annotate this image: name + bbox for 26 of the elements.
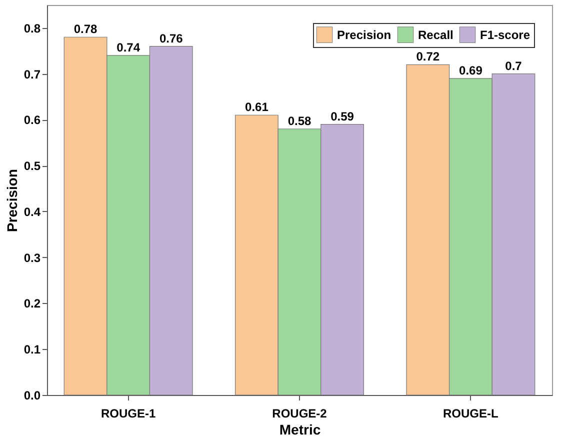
x-tick-label: ROUGE-1 xyxy=(100,406,156,420)
y-tick-label: 0.3 xyxy=(24,250,41,265)
x-tick-label: ROUGE-L xyxy=(443,406,498,420)
y-tick-label: 0.0 xyxy=(24,388,41,402)
data-label: 0.69 xyxy=(459,63,483,78)
y-tick-label: 0.1 xyxy=(24,342,41,357)
x-axis-title: Metric xyxy=(279,422,321,438)
legend-label: F1-score xyxy=(480,28,530,42)
y-tick-label: 0.6 xyxy=(24,113,41,128)
data-label: 0.59 xyxy=(330,109,354,124)
data-label: 0.7 xyxy=(505,58,522,73)
data-label: 0.58 xyxy=(288,114,312,128)
data-label: 0.72 xyxy=(416,50,440,64)
data-label: 0.78 xyxy=(74,22,98,36)
y-tick-label: 0.2 xyxy=(24,296,41,311)
y-tick-label: 0.7 xyxy=(24,67,41,82)
legend-label: Recall xyxy=(418,28,454,42)
y-tick-label: 0.8 xyxy=(24,21,41,36)
y-axis-title: Precision xyxy=(4,168,20,232)
y-tick-label: 0.4 xyxy=(24,204,41,219)
data-label: 0.61 xyxy=(245,100,269,114)
x-tick-label: ROUGE-2 xyxy=(272,406,328,420)
legend-label: Precision xyxy=(337,28,392,42)
data-label: 0.74 xyxy=(116,40,140,54)
y-tick-label: 0.5 xyxy=(24,159,41,174)
data-label: 0.76 xyxy=(159,31,184,46)
